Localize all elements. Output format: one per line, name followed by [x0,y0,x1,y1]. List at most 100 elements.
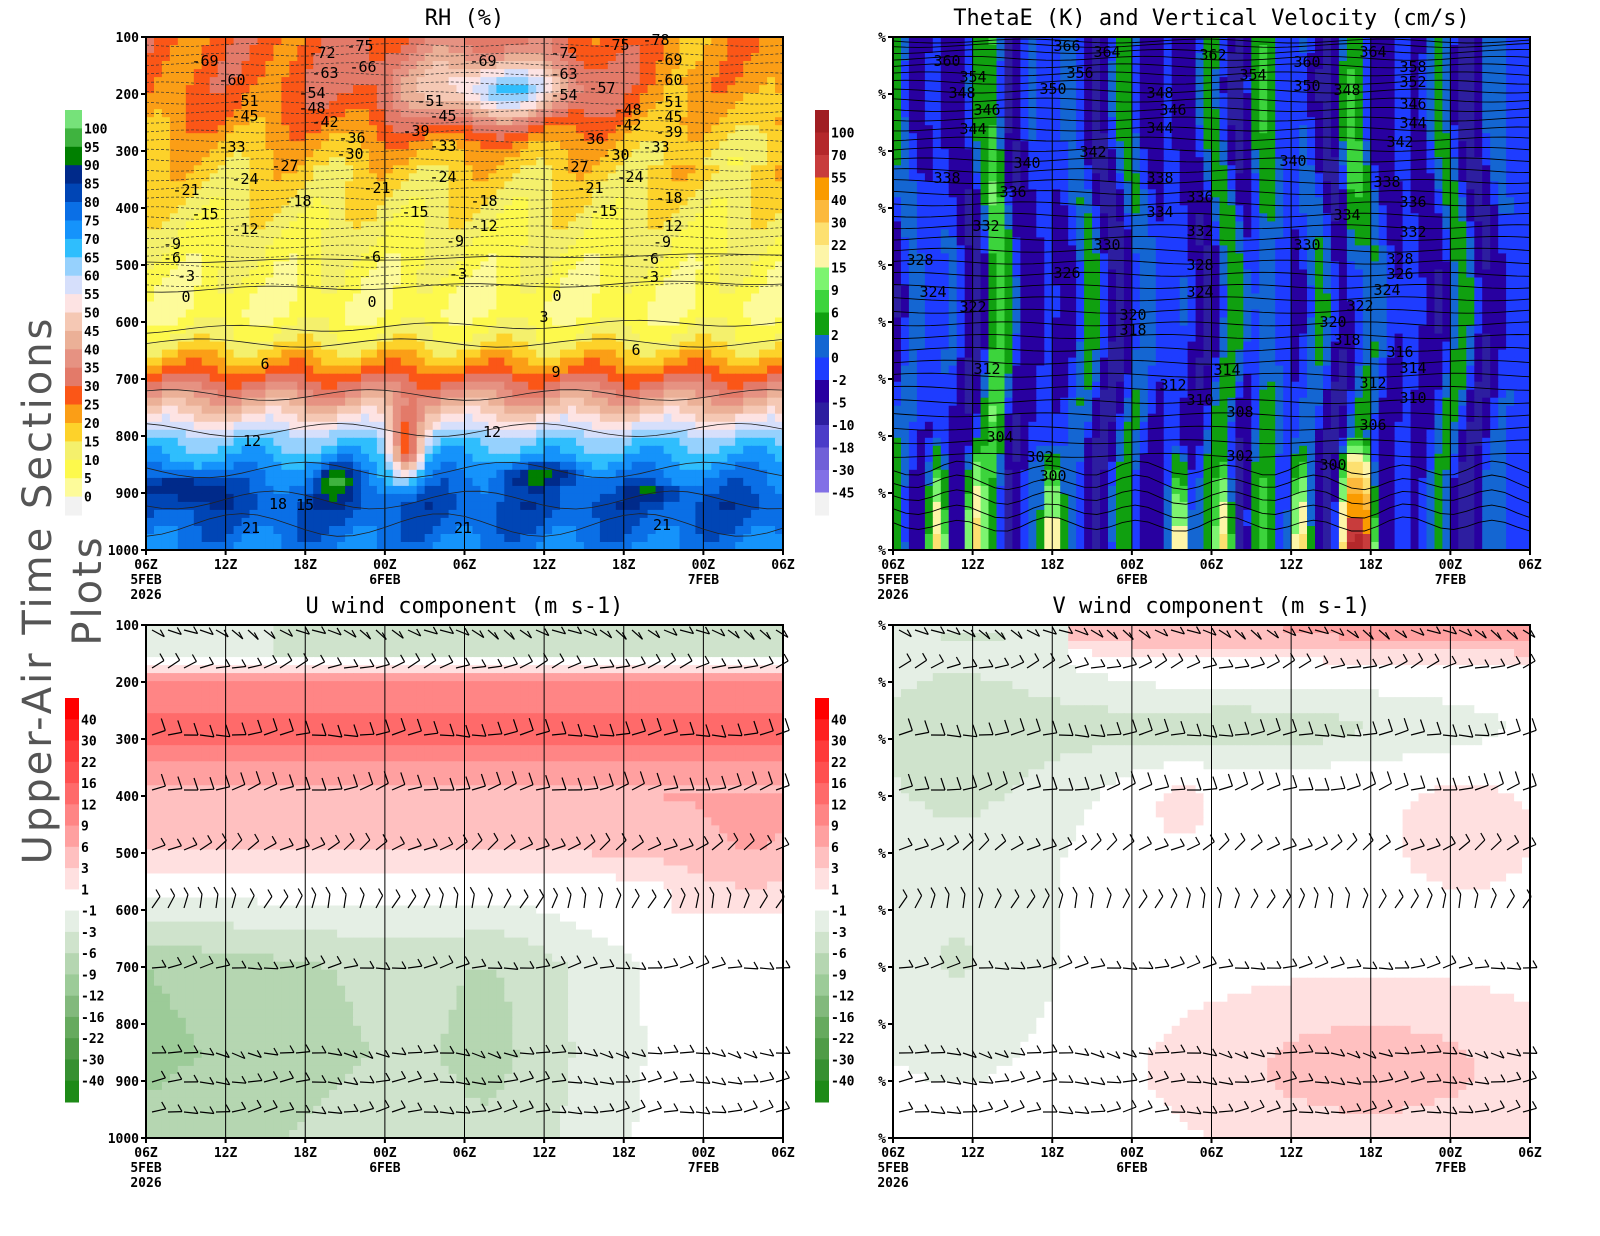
field-cell [472,301,482,311]
field-cell [185,93,195,102]
field-cell [655,429,665,439]
field-cell [337,213,346,222]
field-cell [560,301,569,311]
field-cell [496,397,505,407]
field-cell [607,277,617,287]
field-cell [687,245,697,254]
field-cell [719,365,728,375]
field-cell [727,309,736,319]
field-cell [408,517,418,527]
field-cell [480,101,489,110]
field-cell [305,181,314,190]
field-cell [727,325,736,335]
field-cell [233,333,243,343]
field-cell [313,389,322,399]
field-cell [273,421,282,431]
field-cell [329,325,338,335]
field-cell [512,421,521,431]
field-cell [623,405,633,415]
field-cell [560,37,569,46]
field-cell [225,509,235,519]
field-cell [169,213,179,222]
field-cell [623,285,633,295]
field-cell [568,85,577,94]
field-cell [743,149,752,158]
field-cell [193,333,203,343]
field-cell [369,189,378,198]
field-cell [440,429,450,439]
field-cell [209,205,219,214]
field-cell [576,325,585,335]
field-cell [305,349,314,359]
field-cell [623,461,633,471]
field-cell [679,437,689,447]
field-cell [456,485,466,495]
field-cell [193,149,203,158]
field-cell [767,141,776,150]
field-cell [337,357,346,367]
field-cell [233,293,243,303]
field-cell [512,133,521,142]
field-cell [361,437,370,447]
field-cell [743,389,752,399]
field-cell [488,45,497,54]
field-cell [265,269,274,279]
field-cell [432,165,442,174]
field-cell [376,493,386,503]
field-cell [241,85,251,94]
field-cell [361,125,370,134]
field-cell [209,373,219,383]
field-cell [456,477,466,487]
field-cell [161,293,171,303]
field-cell [671,477,681,487]
field-cell [536,477,545,487]
field-cell [552,69,561,78]
field-cell [560,469,569,479]
field-cell [671,293,681,303]
field-cell [655,253,665,262]
field-cell [337,69,346,78]
field-cell [185,117,195,126]
field-cell [297,405,306,415]
field-cell [735,173,744,182]
field-cell [775,189,784,198]
field-cell [743,485,752,495]
field-cell [583,309,593,319]
field-cell [655,421,665,431]
field-cell [146,157,155,166]
field-cell [639,389,649,399]
field-cell [767,45,776,54]
field-cell [313,325,322,335]
field-cell [154,165,163,174]
field-cell [273,534,282,543]
field-cell [329,221,338,230]
field-cell [735,501,744,511]
field-cell [767,269,776,279]
field-cell [376,469,386,479]
field-cell [225,341,235,351]
field-cell [496,501,505,511]
field-cell [671,421,681,431]
field-cell [353,317,362,327]
field-cell [615,197,625,206]
field-cell [241,245,251,254]
field-cell [177,485,187,495]
field-cell [154,149,163,158]
field-cell [679,413,689,423]
field-cell [329,77,338,86]
field-cell [655,101,665,110]
field-cell [647,421,657,431]
field-cell [313,421,322,431]
field-cell [337,277,346,287]
field-cell [743,125,752,134]
field-cell [615,349,625,359]
field-cell [735,381,744,391]
field-cell [480,485,489,495]
field-cell [241,405,251,415]
field-cell [416,189,426,198]
field-cell [496,45,505,54]
field-cell [751,53,760,62]
field-cell [209,253,219,262]
field-cell [329,397,338,407]
field-cell [241,373,251,383]
